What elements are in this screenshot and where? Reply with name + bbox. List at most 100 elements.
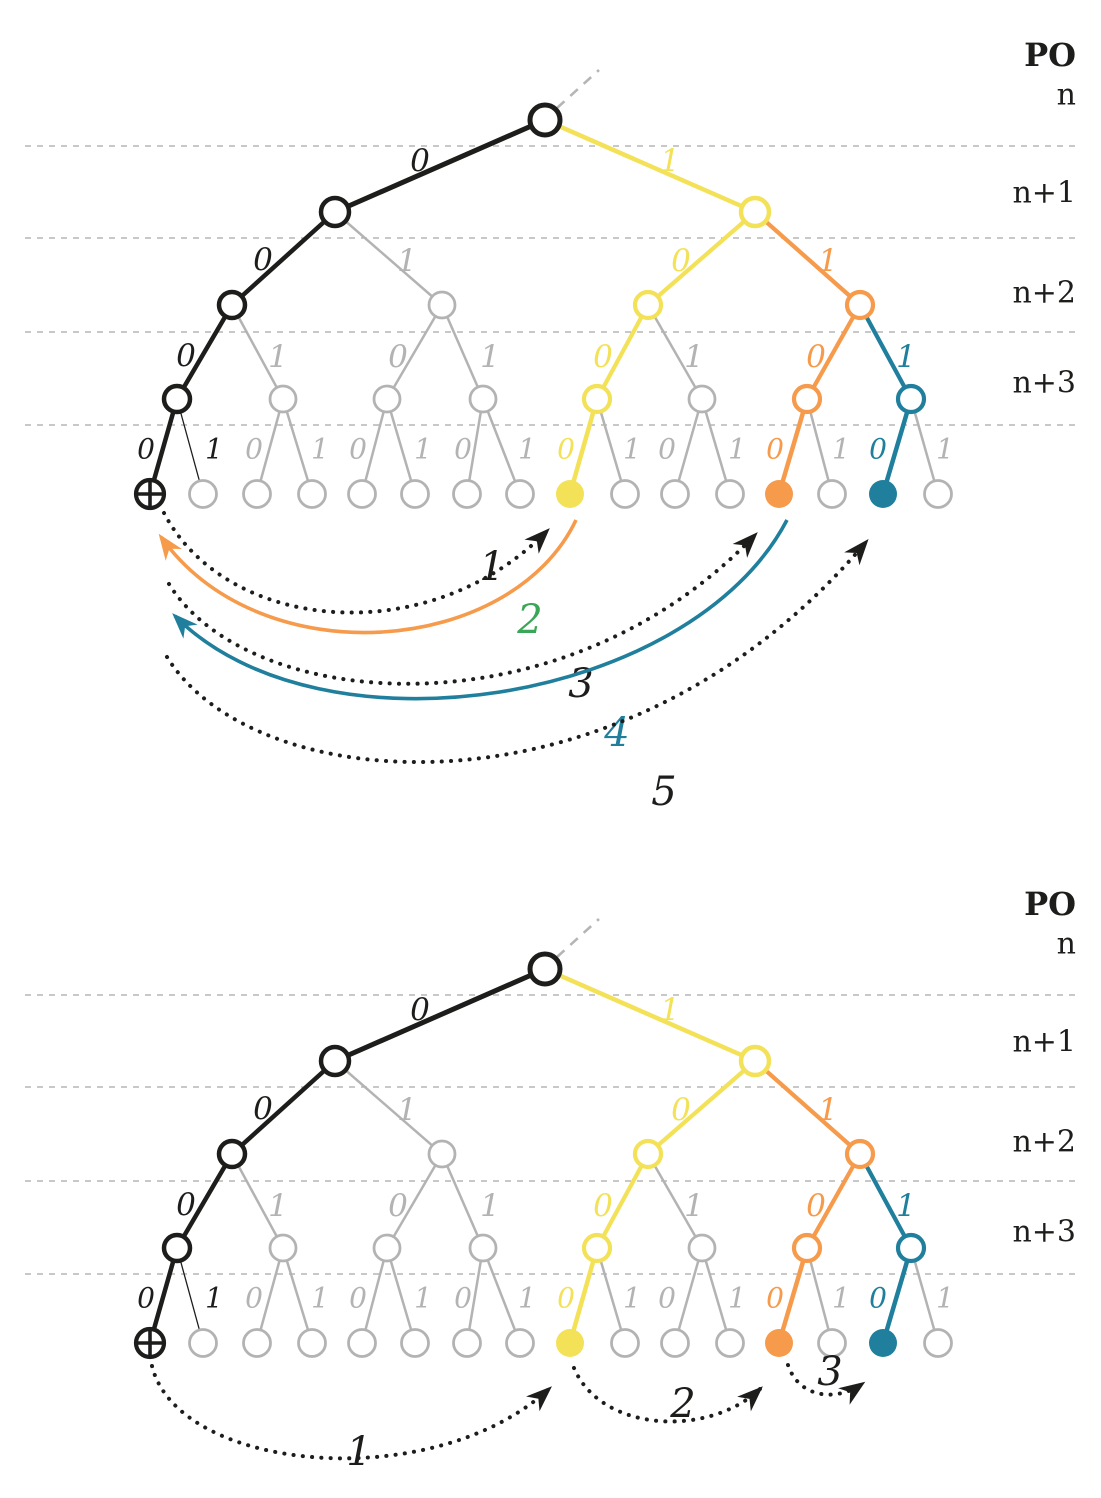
tree-node-black-7 bbox=[161, 1232, 193, 1264]
edge-label-20: 0 bbox=[454, 433, 472, 466]
tree-edge-gray-16 bbox=[255, 1247, 285, 1344]
edge-label-15: 1 bbox=[205, 1282, 223, 1315]
tree-node-teal-14 bbox=[895, 1232, 927, 1264]
edge-label-28: 0 bbox=[869, 433, 887, 466]
edge-label-21: 1 bbox=[518, 433, 536, 466]
edge-label-1: 1 bbox=[660, 992, 680, 1028]
tree-edge-gray-24 bbox=[673, 1247, 704, 1344]
tree-node-gray-8 bbox=[268, 1233, 298, 1263]
tree-edge-gray-16 bbox=[255, 398, 285, 495]
tree-edge-orange-12 bbox=[805, 1152, 862, 1250]
tree-node-orange-13 bbox=[791, 383, 823, 415]
arc-label-bottom-3: 3 bbox=[817, 1349, 842, 1395]
tree-edge-yellow-4 bbox=[646, 210, 757, 307]
level-label-1: n+1 bbox=[1012, 176, 1076, 211]
tree-edge-teal-28 bbox=[880, 398, 914, 495]
tree-edge-gray-29 bbox=[909, 398, 940, 495]
tree-node-gray-12 bbox=[687, 384, 717, 414]
pointer-arc-top-1 bbox=[162, 511, 550, 615]
xor-leaf-node bbox=[133, 477, 167, 511]
level-label-2: n+2 bbox=[1012, 276, 1076, 311]
edge-label-0: 0 bbox=[410, 992, 430, 1028]
edge-label-14: 0 bbox=[137, 433, 155, 466]
tree-edge-gray-3 bbox=[334, 1060, 443, 1155]
tree-node-black-3 bbox=[216, 289, 248, 321]
edge-label-6: 0 bbox=[176, 338, 196, 374]
pointer-arc-bottom-3 bbox=[786, 1363, 866, 1405]
edge-label-26: 0 bbox=[766, 433, 784, 466]
tree-node-gray-10 bbox=[468, 1233, 498, 1263]
edge-label-15: 1 bbox=[205, 433, 223, 466]
tree-node-gray-19 bbox=[347, 1328, 377, 1358]
edge-label-23: 1 bbox=[623, 433, 641, 466]
tree-edge-gray-20 bbox=[465, 1247, 485, 1344]
tree-node-gray-18 bbox=[297, 479, 327, 509]
tree-edge-gray-21 bbox=[481, 1247, 522, 1344]
tree-node-gray-30 bbox=[923, 1328, 953, 1358]
tree-edge-gray-7 bbox=[230, 1153, 285, 1249]
tree-edge-black-15 bbox=[176, 1247, 204, 1344]
tree-node-orange-6 bbox=[844, 289, 876, 321]
edge-label-21: 1 bbox=[518, 1282, 536, 1315]
pointer-arc-bottom-2 bbox=[572, 1366, 763, 1424]
tree-node-black-0 bbox=[527, 102, 563, 138]
tree-node-gray-16 bbox=[188, 1328, 218, 1358]
edge-label-1: 1 bbox=[660, 143, 680, 179]
tree-node-yellow-2 bbox=[738, 195, 772, 229]
tree-edge-gray-27 bbox=[805, 398, 834, 495]
edge-label-17: 1 bbox=[311, 433, 329, 466]
tree-edge-gray-20 bbox=[465, 398, 485, 495]
pointer-arc-top-2 bbox=[158, 519, 578, 635]
tree-node-gray-4 bbox=[427, 1139, 457, 1169]
tree-edge-gray-29 bbox=[909, 1247, 940, 1344]
tree-edge-gray-23 bbox=[595, 1247, 627, 1344]
edge-label-10: 0 bbox=[593, 1188, 613, 1224]
tree-edge-gray-11 bbox=[646, 1153, 704, 1249]
arc-label-bottom-2: 2 bbox=[669, 1381, 695, 1427]
leaf-node-teal bbox=[869, 1329, 897, 1357]
tree-edge-yellow-22 bbox=[567, 1247, 600, 1344]
edge-label-25: 1 bbox=[728, 433, 746, 466]
edge-label-11: 1 bbox=[684, 339, 704, 375]
edge-label-18: 0 bbox=[349, 433, 367, 466]
pointer-arc-top-4 bbox=[172, 519, 789, 701]
edge-label-12: 0 bbox=[806, 1188, 826, 1224]
tree-node-gray-4 bbox=[427, 290, 457, 320]
arc-label-top-2: 2 bbox=[516, 597, 542, 643]
tree-edge-yellow-10 bbox=[595, 1152, 650, 1250]
edge-label-11: 1 bbox=[684, 1188, 704, 1224]
tree-edge-yellow-1 bbox=[544, 966, 756, 1064]
tree-edge-gray-11 bbox=[646, 304, 704, 400]
edge-label-22: 0 bbox=[557, 433, 575, 466]
tree-node-gray-18 bbox=[297, 1328, 327, 1358]
tree-edge-gray-27 bbox=[805, 1247, 834, 1344]
edge-label-16: 0 bbox=[245, 1282, 263, 1315]
tree-edge-gray-19 bbox=[385, 398, 417, 495]
leaf-node-teal bbox=[869, 480, 897, 508]
tree-edge-black-15 bbox=[176, 398, 204, 495]
tree-node-gray-26 bbox=[715, 1328, 745, 1358]
tree-edge-gray-25 bbox=[700, 1247, 732, 1344]
tree-edge-orange-5 bbox=[753, 210, 862, 307]
pointer-arc-top-5 bbox=[165, 538, 869, 765]
edge-label-3: 1 bbox=[397, 243, 417, 279]
tree-edge-black-2 bbox=[230, 210, 337, 307]
tree-node-orange-13 bbox=[791, 1232, 823, 1264]
tree-continuation-stub bbox=[556, 69, 600, 109]
tree-node-yellow-11 bbox=[581, 1232, 613, 1264]
edge-label-26: 0 bbox=[766, 1282, 784, 1315]
tree-edge-black-6 bbox=[175, 303, 234, 401]
edge-label-23: 1 bbox=[623, 1282, 641, 1315]
tree-edge-yellow-4 bbox=[646, 1059, 757, 1156]
tree-node-yellow-11 bbox=[581, 383, 613, 415]
tree-edge-gray-24 bbox=[673, 398, 704, 495]
tree-node-yellow-5 bbox=[632, 289, 664, 321]
edge-label-17: 1 bbox=[311, 1282, 329, 1315]
edge-label-8: 0 bbox=[388, 339, 408, 375]
tree-edge-gray-7 bbox=[230, 304, 285, 400]
tree-edge-teal-13 bbox=[858, 303, 913, 401]
